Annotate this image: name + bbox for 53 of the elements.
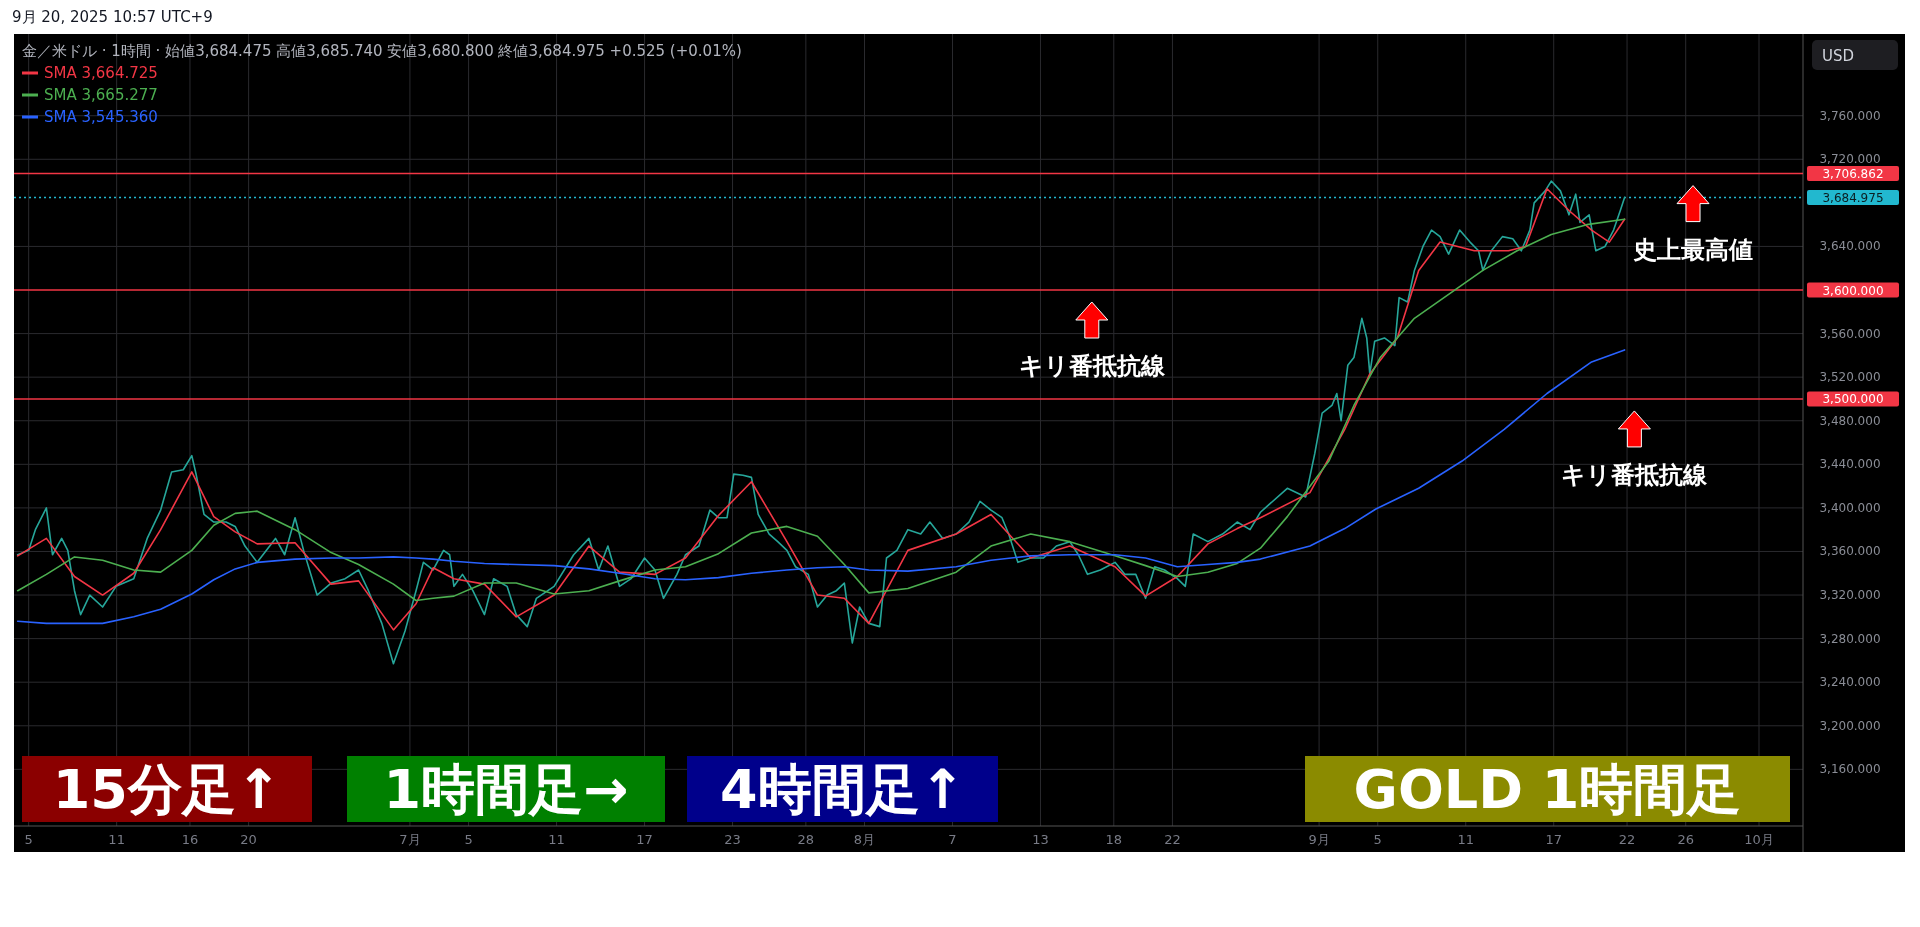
chart-subtitle: 9月 20, 2025 10:57 UTC+9: [12, 8, 213, 26]
x-tick-label: 11: [548, 832, 565, 847]
x-tick-label: 22: [1164, 832, 1181, 847]
ref-line-label: 3,600.000: [1822, 283, 1884, 298]
ref-line-label: 3,684.975: [1822, 190, 1884, 205]
x-tick-label: 17: [1545, 832, 1562, 847]
y-tick-label: 3,200.000: [1819, 718, 1881, 733]
y-tick-label: 3,320.000: [1819, 588, 1881, 603]
annotation: キリ番抵抗線: [1018, 352, 1166, 381]
legend-label: SMA 3,545.360: [44, 108, 158, 126]
annotation: 1時間足→: [383, 758, 629, 821]
x-tick-label: 16: [181, 832, 199, 847]
ref-line-label: 3,706.862: [1822, 167, 1884, 182]
y-tick-label: 3,640.000: [1819, 239, 1881, 254]
legend-label: SMA 3,665.277: [44, 86, 158, 104]
x-tick-label: 13: [1032, 832, 1049, 847]
y-tick-label: 3,440.000: [1819, 457, 1881, 472]
y-tick-label: 3,360.000: [1819, 544, 1881, 559]
x-tick-label: 23: [724, 832, 741, 847]
y-tick-label: 3,280.000: [1819, 631, 1881, 646]
x-tick-label: 8月: [853, 832, 876, 847]
x-tick-label: 7: [948, 832, 957, 847]
x-tick-label: 5: [464, 832, 473, 847]
y-tick-label: 3,760.000: [1819, 108, 1881, 123]
annotation: GOLD 1時間足: [1353, 758, 1742, 821]
x-tick-label: 17: [636, 832, 653, 847]
x-tick-label: 18: [1105, 832, 1123, 847]
y-tick-label: 3,560.000: [1819, 326, 1881, 341]
x-tick-label: 5: [24, 832, 33, 847]
annotation: 4時間足↑: [720, 758, 965, 821]
x-tick-label: 5: [1373, 832, 1382, 847]
y-tick-label: 3,520.000: [1819, 370, 1881, 385]
legend-label: SMA 3,664.725: [44, 64, 158, 82]
x-tick-label: 10月: [1744, 832, 1774, 847]
y-tick-label: 3,400.000: [1819, 500, 1881, 515]
x-tick-label: 11: [108, 832, 125, 847]
x-tick-label: 26: [1677, 832, 1694, 847]
y-tick-label: 3,720.000: [1819, 152, 1881, 167]
x-tick-label: 28: [797, 832, 815, 847]
annotation: 15分足↑: [52, 758, 282, 821]
annotation: キリ番抵抗線: [1561, 460, 1709, 489]
text: 金／米ドル · 1時間 · 始値3,684.475 高値3,685.740 安値3,680.800 終値3,684.975 +0.525 (+0.01%): [22, 42, 742, 60]
x-tick-label: 9月: [1308, 832, 1330, 847]
x-tick-label: 20: [240, 832, 257, 847]
ref-line-label: 3,500.000: [1822, 392, 1884, 407]
x-tick-label: 22: [1618, 832, 1636, 847]
x-tick-label: 7月: [399, 832, 421, 847]
y-tick-label: 3,240.000: [1819, 675, 1881, 690]
y-tick-label: 3,160.000: [1819, 762, 1881, 777]
x-tick-label: 11: [1457, 832, 1474, 847]
y-tick-label: 3,480.000: [1819, 413, 1881, 428]
annotation: 史上最高値: [1633, 235, 1754, 264]
y-axis-title: USD: [1822, 47, 1855, 65]
